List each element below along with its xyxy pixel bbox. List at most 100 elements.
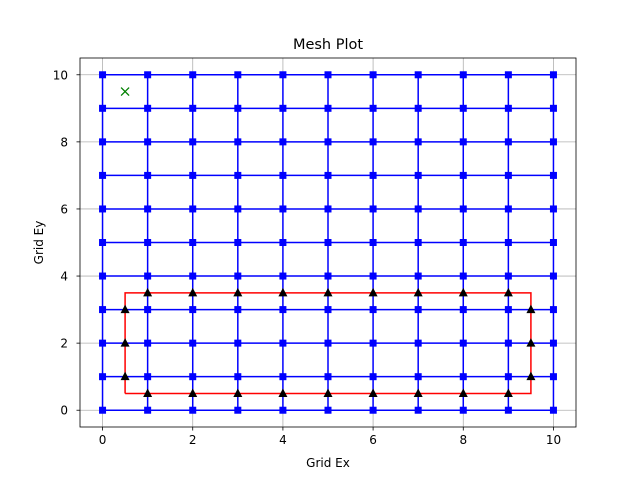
mesh-node-marker xyxy=(324,138,332,146)
mesh-node-marker xyxy=(189,339,197,347)
mesh-node-marker xyxy=(414,406,422,414)
mesh-node-marker xyxy=(234,138,242,146)
mesh-node-marker xyxy=(189,138,197,146)
mesh-node-marker xyxy=(414,205,422,213)
x-tick-label: 8 xyxy=(459,433,467,447)
mesh-node-marker xyxy=(369,239,377,246)
mesh-node-marker xyxy=(549,373,557,381)
mesh-node-marker xyxy=(549,104,557,112)
mesh-node-marker xyxy=(504,171,512,179)
mesh-node-marker xyxy=(99,306,107,314)
mesh-node-marker xyxy=(369,104,377,112)
triangle-marker xyxy=(120,338,130,347)
mesh-node-marker xyxy=(144,373,152,381)
mesh-node-marker xyxy=(324,406,332,414)
triangle-marker xyxy=(413,287,423,297)
triangle-marker xyxy=(143,388,153,397)
mesh-node-marker xyxy=(369,406,377,414)
triangle-marker xyxy=(458,287,468,297)
mesh-node-marker xyxy=(144,272,152,280)
mesh-node-marker xyxy=(459,104,467,112)
x-tick-label: 10 xyxy=(546,433,561,447)
mesh-node-marker xyxy=(414,171,422,179)
y-tick-label: 2 xyxy=(60,337,68,351)
mesh-node-marker xyxy=(234,104,242,112)
mesh-node-marker xyxy=(459,339,467,347)
mesh-node-marker xyxy=(369,306,377,314)
mesh-node-marker xyxy=(504,406,512,414)
mesh-node-marker xyxy=(234,171,242,179)
y-tick-label: 4 xyxy=(60,270,68,284)
mesh-node-marker xyxy=(414,138,422,146)
mesh-node-marker xyxy=(99,205,107,213)
mesh-node-marker xyxy=(504,373,512,381)
mesh-node-marker xyxy=(549,138,557,146)
mesh-node-marker xyxy=(324,104,332,112)
mesh-node-marker xyxy=(369,373,377,381)
mesh-node-marker xyxy=(549,306,557,314)
mesh-node-marker xyxy=(99,138,107,146)
mesh-node-marker xyxy=(369,339,377,347)
mesh-node-marker xyxy=(234,373,242,381)
mesh-node-marker xyxy=(504,272,512,280)
mesh-node-marker xyxy=(144,239,152,246)
mesh-node-marker xyxy=(99,104,107,112)
mesh-node-marker xyxy=(234,406,242,414)
mesh-node-marker xyxy=(324,239,332,246)
mesh-node-marker xyxy=(144,306,152,314)
mesh-node-marker xyxy=(279,406,287,414)
mesh-node-marker xyxy=(414,306,422,314)
mesh-node-marker xyxy=(234,239,242,246)
mesh-node-marker xyxy=(414,339,422,347)
mesh-node-marker xyxy=(144,339,152,347)
triangle-marker xyxy=(278,388,288,397)
mesh-node-marker xyxy=(279,171,287,179)
mesh-node-marker xyxy=(99,406,107,414)
mesh-node-marker xyxy=(279,205,287,213)
mesh-node-marker xyxy=(504,138,512,146)
boundary-rectangle xyxy=(124,292,532,395)
x-tick-label: 2 xyxy=(189,433,197,447)
triangle-marker xyxy=(188,388,198,397)
mesh-node-marker xyxy=(234,272,242,280)
triangle-marker xyxy=(120,304,130,314)
mesh-node-marker xyxy=(369,171,377,179)
mesh-node-marker xyxy=(369,272,377,280)
mesh-node-marker xyxy=(99,373,107,381)
mesh-node-marker xyxy=(549,272,557,280)
mesh-node-marker xyxy=(189,71,197,79)
mesh-node-marker xyxy=(144,205,152,213)
triangle-marker xyxy=(323,287,333,297)
mesh-node-marker xyxy=(414,373,422,381)
mesh-node-marker xyxy=(189,306,197,314)
mesh-node-marker xyxy=(279,239,287,246)
triangle-marker xyxy=(323,388,333,397)
boundary-line xyxy=(124,292,532,395)
mesh-node-marker xyxy=(324,205,332,213)
mesh-node-marker xyxy=(324,339,332,347)
mesh-node-marker xyxy=(549,406,557,414)
mesh-node-marker xyxy=(369,205,377,213)
mesh-node-marker xyxy=(459,239,467,246)
mesh-node-marker xyxy=(279,306,287,314)
mesh-node-marker xyxy=(279,104,287,112)
mesh-node-marker xyxy=(504,205,512,213)
mesh-node-marker xyxy=(414,239,422,246)
mesh-node-marker xyxy=(99,171,107,179)
mesh-markers xyxy=(99,71,557,414)
mesh-node-marker xyxy=(279,339,287,347)
mesh-node-marker xyxy=(189,373,197,381)
mesh-node-marker xyxy=(279,71,287,79)
mesh-node-marker xyxy=(504,239,512,246)
mesh-node-marker xyxy=(189,406,197,414)
mesh-node-marker xyxy=(549,239,557,246)
mesh-node-marker xyxy=(324,171,332,179)
triangle-marker xyxy=(526,338,536,347)
mesh-node-marker xyxy=(549,339,557,347)
mesh-node-marker xyxy=(234,306,242,314)
mesh-node-marker xyxy=(459,171,467,179)
mesh-node-marker xyxy=(504,71,512,79)
mesh-node-marker xyxy=(144,138,152,146)
triangle-marker xyxy=(503,287,513,297)
